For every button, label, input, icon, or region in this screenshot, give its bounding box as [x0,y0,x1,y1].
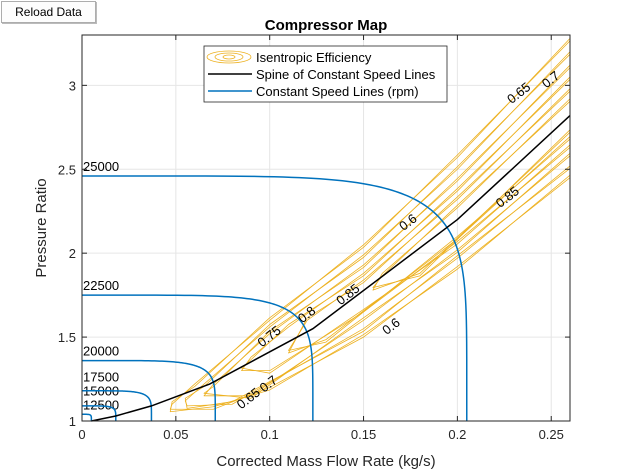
x-tick-label: 0.2 [448,427,466,442]
legend-efficiency-icon [206,50,252,64]
efficiency-contour-0.85 [372,100,571,288]
y-tick-label: 1.5 [58,330,76,345]
x-tick-label: 0.15 [351,427,376,442]
chart-title: Compressor Map [265,17,388,34]
speed-line-25000 [81,175,468,421]
x-axis-label: Corrected Mass Flow Rate (kg/s) [216,453,435,470]
x-tick-label: 0.05 [163,427,188,442]
axes-box [81,34,571,422]
y-tick-label: 2 [69,246,76,261]
x-tick-label: 0.25 [539,427,564,442]
ticks: 0 0.05 0.1 0.15 0.2 0.25 1 1.5 2 2.5 3 [58,35,570,442]
y-tick-label: 1 [69,414,76,429]
y-tick-label: 2.5 [58,162,76,177]
y-axis-label: Pressure Ratio [33,178,50,277]
speed-line-20000 [81,359,217,422]
legend[interactable]: Isentropic Efficiency Spine of Constant … [203,45,448,103]
efficiency-contour-0.65 [184,54,571,409]
speed-line-label: 17500 [83,369,119,384]
efficiency-contour-0.7 [203,67,571,399]
speed-line-22500 [81,294,314,422]
legend-entry-speed: Constant Speed Lines (rpm) [256,84,419,99]
efficiency-contour-0.6 [169,40,571,413]
x-tick-label: 0 [78,427,85,442]
efficiency-contour-0.65 [184,51,571,407]
speed-line-label: 22500 [83,278,119,293]
speed-line-label: 25000 [83,159,119,174]
reload-data-button[interactable]: Reload Data [1,1,96,23]
x-tick-label: 0.1 [261,427,279,442]
speed-line-label: 20000 [83,344,119,359]
legend-entry-efficiency: Isentropic Efficiency [256,50,372,65]
spine-line [91,115,571,422]
spine-polyline [91,115,571,422]
speed-line-17500 [81,390,153,422]
legend-entry-spine: Spine of Constant Speed Lines [256,67,436,82]
speed-line-12500 [81,413,93,422]
y-tick-label: 3 [69,78,76,93]
speed-line-label: 12500 [83,397,119,412]
efficiency-contour-0.8 [288,90,571,354]
speed-line-15000 [81,405,117,422]
